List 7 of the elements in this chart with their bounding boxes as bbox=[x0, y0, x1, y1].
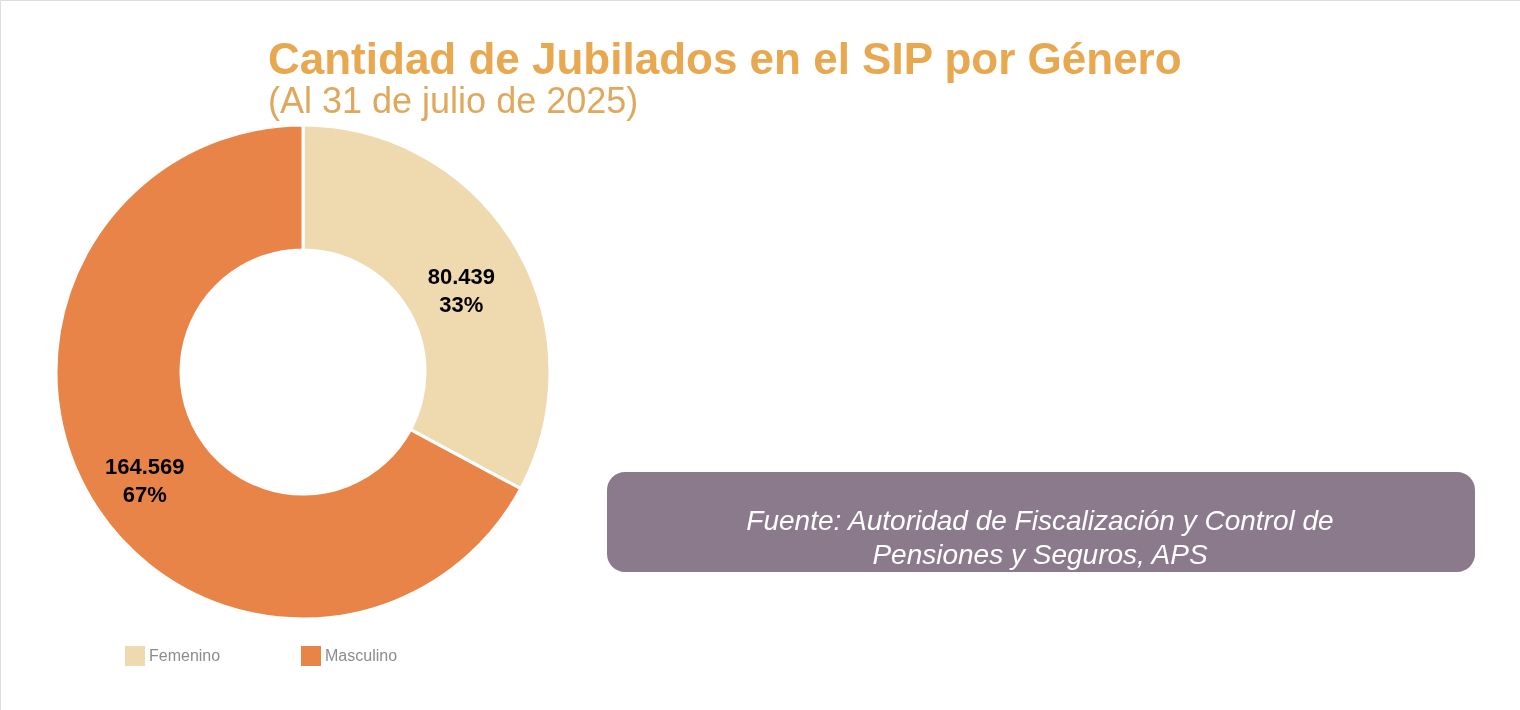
source-note: Fuente: Autoridad de Fiscalización y Control de Pensiones y Seguros, APS bbox=[746, 505, 1334, 570]
data-label: 80.439 33% bbox=[427, 264, 495, 318]
text: Cantidad de Jubilados en el SIP por Género bbox=[268, 34, 1182, 83]
chart-subtitle: (Al 31 de julio de 2025) bbox=[268, 80, 639, 121]
data-label: 164.569 67% bbox=[104, 453, 185, 507]
legend-label: Masculino bbox=[325, 647, 398, 664]
legend-label: Femenino bbox=[149, 647, 221, 664]
